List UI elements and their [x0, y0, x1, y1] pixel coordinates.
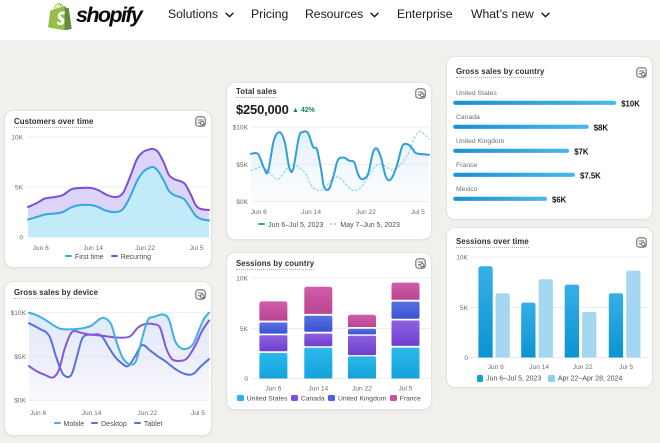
svg-text:Jun 14: Jun 14: [83, 245, 103, 252]
svg-text:$10K: $10K: [233, 125, 249, 132]
svg-text:Jun 6: Jun 6: [488, 364, 504, 371]
svg-text:Canada: Canada: [456, 114, 480, 121]
svg-text:Jul 5: Jul 5: [411, 209, 425, 216]
svg-text:$6K: $6K: [552, 195, 567, 204]
svg-text:Jun 22: Jun 22: [352, 386, 372, 393]
svg-text:Jul 5: Jul 5: [191, 410, 205, 417]
svg-text:Jun 22: Jun 22: [137, 410, 157, 417]
svg-text:United States: United States: [456, 90, 497, 97]
svg-text:Jun 6: Jun 6: [251, 209, 267, 216]
svg-text:Jun 22: Jun 22: [356, 209, 376, 216]
svg-text:$10K: $10K: [621, 99, 640, 108]
svg-text:France: France: [456, 162, 477, 169]
svg-text:$7K: $7K: [574, 147, 589, 156]
svg-text:Jun 6: Jun 6: [30, 410, 46, 417]
svg-text:$10K: $10K: [11, 310, 27, 317]
svg-text:0: 0: [19, 235, 23, 242]
svg-text:Jun 22: Jun 22: [573, 364, 593, 371]
svg-text:5K: 5K: [240, 326, 249, 333]
svg-text:10K: 10K: [456, 255, 468, 262]
svg-text:Jun 6: Jun 6: [265, 386, 281, 393]
svg-text:United Kingdom: United Kingdom: [456, 138, 505, 145]
svg-text:$7.5K: $7.5K: [580, 171, 601, 180]
svg-text:Jun 22: Jun 22: [135, 245, 155, 252]
svg-text:Jul 5: Jul 5: [399, 386, 413, 393]
svg-text:10K: 10K: [11, 135, 23, 142]
svg-text:$5K: $5K: [14, 354, 26, 361]
svg-text:$0K: $0K: [236, 199, 248, 206]
svg-text:$0K: $0K: [14, 398, 26, 405]
svg-text:0: 0: [464, 355, 468, 362]
svg-text:Jun 6: Jun 6: [33, 245, 49, 252]
svg-text:Jun 14: Jun 14: [529, 364, 549, 371]
svg-text:5K: 5K: [460, 305, 469, 312]
svg-text:Jun 14: Jun 14: [82, 410, 102, 417]
svg-text:0: 0: [244, 376, 248, 383]
svg-text:Jun 14: Jun 14: [301, 209, 321, 216]
svg-text:Jun 14: Jun 14: [308, 386, 328, 393]
svg-text:Mexico: Mexico: [456, 186, 478, 193]
svg-text:Jul 5: Jul 5: [190, 245, 204, 252]
svg-text:$5K: $5K: [236, 162, 248, 169]
svg-text:5K: 5K: [15, 185, 24, 192]
svg-text:10K: 10K: [236, 276, 248, 283]
svg-text:$8K: $8K: [594, 123, 609, 132]
svg-text:Jul 5: Jul 5: [619, 364, 633, 371]
